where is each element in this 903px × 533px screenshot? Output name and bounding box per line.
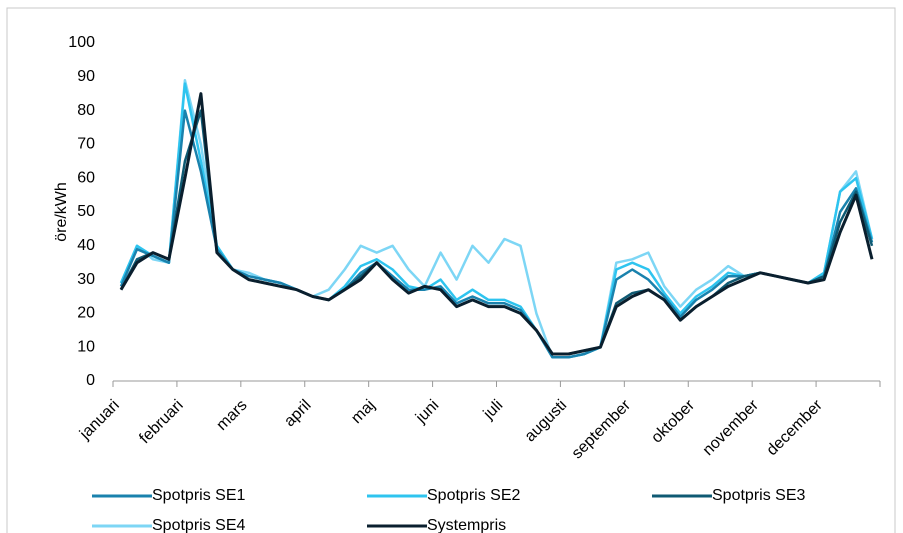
legend-label: Spotpris SE2: [427, 487, 520, 504]
y-tick-label: 10: [77, 338, 95, 355]
y-tick-label: 80: [77, 102, 95, 119]
y-tick-label: 100: [68, 34, 95, 51]
legend-label: Spotpris SE3: [712, 487, 805, 504]
y-tick-label: 30: [77, 271, 95, 288]
y-tick-label: 70: [77, 136, 95, 153]
y-tick-label: 0: [86, 372, 95, 389]
y-tick-label: 90: [77, 68, 95, 85]
y-tick-label: 40: [77, 237, 95, 254]
series-line: [119, 92, 874, 356]
legend-label: Spotpris SE4: [152, 517, 245, 533]
y-tick-label: 60: [77, 169, 95, 186]
y-axis-label: öre/kWh: [53, 182, 70, 242]
y-tick-label: 20: [77, 305, 95, 322]
legend-label: Systempris: [427, 517, 506, 533]
y-tick-label: 50: [77, 203, 95, 220]
legend-label: Spotpris SE1: [152, 487, 245, 504]
